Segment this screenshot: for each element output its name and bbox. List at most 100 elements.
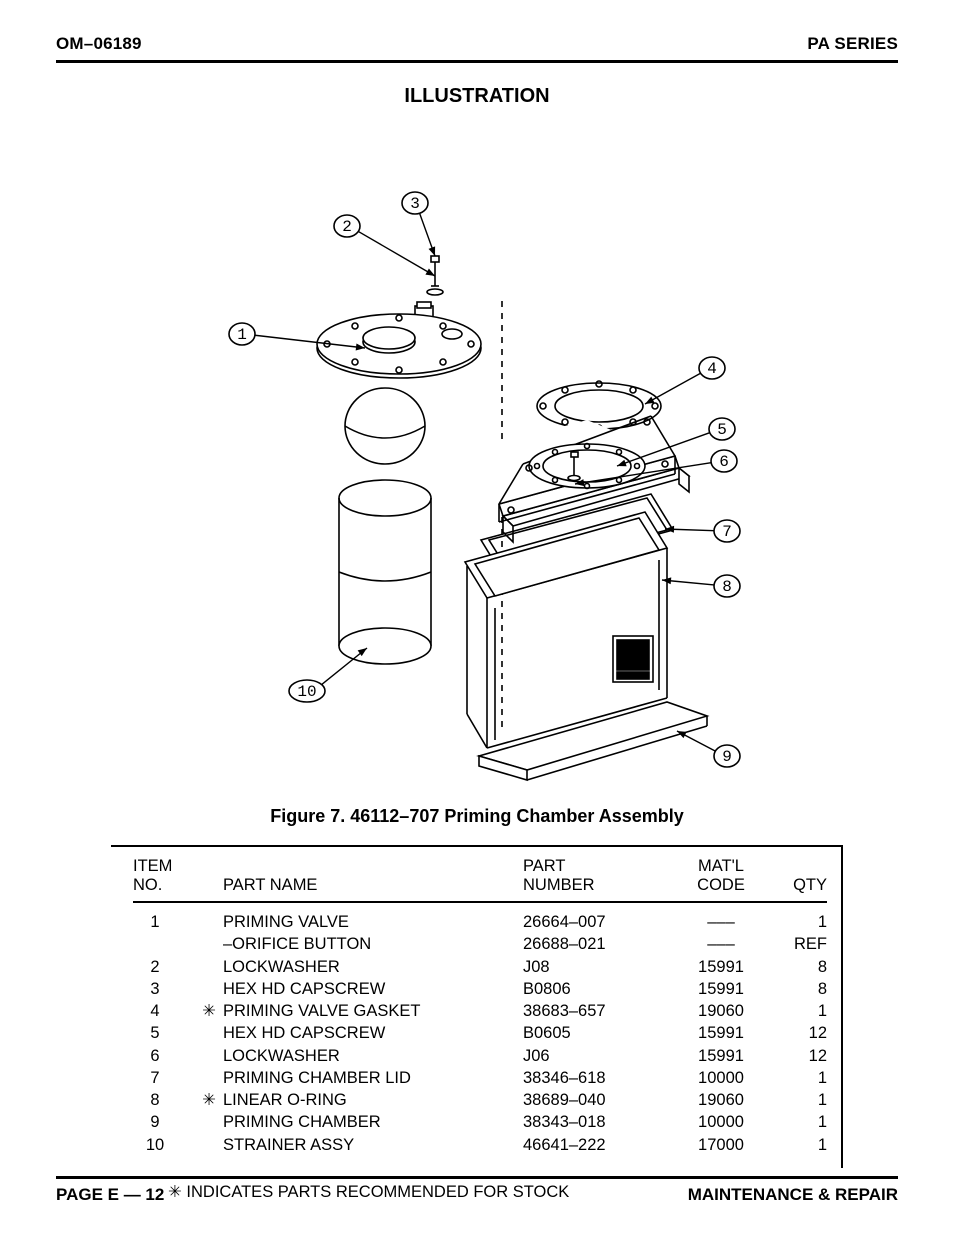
col-header-name: PART NAME [223,876,523,895]
callout-leader [358,231,435,276]
cell-part: J06 [523,1045,673,1067]
cell-name: –ORIFICE BUTTON [223,933,523,955]
cell-matl: 15991 [673,956,769,978]
cell-name: PRIMING VALVE [223,911,523,933]
table-row: 6LOCKWASHERJ061599112 [133,1045,827,1067]
table-row: 9 PRIMING CHAMBER38343–018100001 [133,1111,827,1133]
footer-right: MAINTENANCE & REPAIR [688,1185,898,1205]
cell-star: ✳ [195,1089,223,1111]
page-footer: PAGE E — 12 MAINTENANCE & REPAIR [56,1176,898,1205]
cell-name: PRIMING VALVE GASKET [223,1000,523,1022]
callout-number: 9 [722,748,732,766]
cell-qty: 8 [769,978,827,1000]
callout-number: 4 [707,360,717,378]
cell-item: 9 [133,1111,195,1133]
cell-item: 4 [133,1000,195,1022]
cell-qty: 1 [769,1067,827,1089]
cell-qty: 1 [769,1111,827,1133]
col-header-item: ITEM NO. [133,857,195,895]
callout-number: 10 [297,683,316,701]
cell-star: ✳ [195,1000,223,1022]
cell-qty: 1 [769,911,827,933]
cell-qty: 1 [769,1134,827,1156]
col-header-qty: QTY [769,876,827,895]
cell-qty: 12 [769,1022,827,1044]
cell-qty: 1 [769,1000,827,1022]
callout-number: 3 [410,195,420,213]
callout-arrowhead [425,269,435,276]
callout-number: 5 [717,421,727,439]
cell-matl: 19060 [673,1089,769,1111]
table-row: 5HEX HD CAPSCREWB06051599112 [133,1022,827,1044]
table-row: 7PRIMING CHAMBER LID38346–618100001 [133,1067,827,1089]
table-header: ITEM NO. PART NAME PART NUMBER MAT'L COD… [133,857,827,903]
callout-leader [645,373,701,404]
cell-part: 46641–222 [523,1134,673,1156]
cell-qty: 8 [769,956,827,978]
cell-item: 3 [133,978,195,1000]
cell-star [195,911,223,933]
cell-item: 5 [133,1022,195,1044]
table-row: 8✳LINEAR O-RING38689–040190601 [133,1089,827,1111]
cell-part: 38689–040 [523,1089,673,1111]
cell-item: 1 [133,911,195,933]
footer-left: PAGE E — 12 [56,1185,164,1205]
cell-matl: ––– [673,911,769,933]
table-row: –ORIFICE BUTTON26688–021–––REF [133,933,827,955]
cell-part: B0806 [523,978,673,1000]
figure-caption: Figure 7. 46112–707 Priming Chamber Asse… [56,806,898,827]
cell-part: J08 [523,956,673,978]
cell-part: 26664–007 [523,911,673,933]
callout-number: 1 [237,326,247,344]
cell-star [195,1111,223,1133]
table-row: 3HEX HD CAPSCREWB0806159918 [133,978,827,1000]
cell-item: 8 [133,1089,195,1111]
col-header-part: PART NUMBER [523,857,673,895]
part-capscrew-top [431,256,439,286]
cell-name: PRIMING CHAMBER [223,1111,523,1133]
cell-item: 10 [133,1134,195,1156]
callout-number: 8 [722,578,732,596]
cell-name: STRAINER ASSY [223,1134,523,1156]
part-lockwasher-top [427,289,443,295]
cell-matl: 19060 [673,1000,769,1022]
table-row: 4✳PRIMING VALVE GASKET38683–657190601 [133,1000,827,1022]
cell-star [195,1067,223,1089]
cell-matl: 10000 [673,1111,769,1133]
part-gasket [537,381,661,431]
cell-qty: REF [769,933,827,955]
cell-name: LINEAR O-RING [223,1089,523,1111]
cell-star [195,1022,223,1044]
callout-number: 7 [722,523,732,541]
cell-matl: ––– [673,933,769,955]
callout-arrowhead [429,246,436,256]
callout-number: 6 [719,453,729,471]
cell-part: 38683–657 [523,1000,673,1022]
cell-star [195,956,223,978]
cell-name: PRIMING CHAMBER LID [223,1067,523,1089]
table-row: 1PRIMING VALVE26664–007–––1 [133,911,827,933]
table-row: 10 STRAINER ASSY46641–222170001 [133,1134,827,1156]
cell-matl: 17000 [673,1134,769,1156]
cell-part: 26688–021 [523,933,673,955]
part-priming-chamber [465,512,707,780]
cell-matl: 10000 [673,1067,769,1089]
header-left: OM–06189 [56,34,142,54]
cell-star [195,978,223,1000]
cell-matl: 15991 [673,1022,769,1044]
callout-number: 2 [342,218,352,236]
cell-qty: 1 [769,1089,827,1111]
cell-part: 38343–018 [523,1111,673,1133]
header-right: PA SERIES [807,34,898,54]
table-row: 2LOCKWASHERJ08159918 [133,956,827,978]
illustration-container: 1 2 3 4 5 6 7 8 9 10 [56,116,898,796]
cell-name: LOCKWASHER [223,1045,523,1067]
cell-matl: 15991 [673,978,769,1000]
section-title: ILLUSTRATION [56,85,898,108]
table-body: 1PRIMING VALVE26664–007–––1–ORIFICE BUTT… [133,911,827,1156]
cell-item: 7 [133,1067,195,1089]
parts-table: ITEM NO. PART NAME PART NUMBER MAT'L COD… [111,845,843,1168]
cell-item: 6 [133,1045,195,1067]
cell-star [195,1134,223,1156]
cell-star [195,1045,223,1067]
